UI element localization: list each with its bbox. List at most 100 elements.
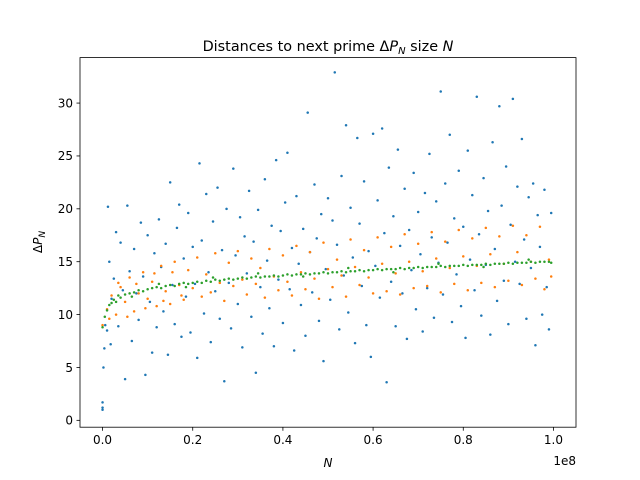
data-point xyxy=(150,286,154,290)
data-point xyxy=(407,260,411,263)
data-point xyxy=(317,297,321,300)
data-point xyxy=(295,194,298,198)
data-point xyxy=(367,276,370,279)
data-point xyxy=(132,310,136,313)
data-point xyxy=(527,258,530,261)
data-point xyxy=(468,258,472,261)
data-point xyxy=(421,269,424,273)
data-point xyxy=(443,182,447,185)
data-point xyxy=(171,271,174,274)
data-point xyxy=(518,282,521,286)
data-point xyxy=(495,299,499,303)
data-point xyxy=(301,275,305,278)
data-point xyxy=(128,276,131,279)
data-point xyxy=(272,274,276,277)
data-point xyxy=(446,241,449,244)
data-point xyxy=(254,275,258,278)
data-point xyxy=(394,267,397,271)
data-point xyxy=(509,223,512,226)
data-point xyxy=(525,317,528,321)
data-point xyxy=(103,315,107,318)
data-point xyxy=(108,260,111,263)
data-point xyxy=(114,313,118,316)
data-point xyxy=(340,274,343,277)
data-point xyxy=(480,314,483,317)
data-point xyxy=(164,242,167,245)
data-point xyxy=(250,276,253,279)
data-point xyxy=(538,245,542,249)
data-point xyxy=(369,355,373,359)
data-point xyxy=(335,258,339,261)
data-point xyxy=(441,293,445,296)
data-point xyxy=(466,264,470,268)
data-point xyxy=(511,97,515,101)
data-point xyxy=(439,291,442,294)
data-point xyxy=(349,238,352,241)
data-point xyxy=(173,284,176,288)
data-point xyxy=(227,281,231,285)
data-point xyxy=(227,277,231,280)
data-point xyxy=(534,261,537,265)
series-0 xyxy=(101,71,553,411)
data-point xyxy=(358,222,361,225)
data-point xyxy=(306,111,309,114)
data-point xyxy=(277,275,280,278)
data-point xyxy=(482,265,485,269)
data-point xyxy=(304,272,307,275)
data-point xyxy=(308,273,312,276)
data-point xyxy=(171,283,174,287)
data-point xyxy=(290,294,294,297)
data-point xyxy=(159,264,163,268)
x-axis-offset-label: 1e8 xyxy=(553,454,576,468)
data-point xyxy=(360,284,364,288)
data-point xyxy=(112,298,116,302)
data-point xyxy=(313,272,316,275)
x-axis-ticks: 0.0 0.2 0.4 0.6 0.8 1.0 xyxy=(93,427,563,447)
data-point xyxy=(489,263,492,267)
data-point xyxy=(150,351,154,354)
data-point xyxy=(540,313,544,316)
data-point xyxy=(236,302,240,306)
data-point xyxy=(117,281,120,285)
data-point xyxy=(283,201,287,204)
data-point xyxy=(326,267,330,271)
data-point xyxy=(362,180,366,183)
data-point xyxy=(180,294,183,297)
data-point xyxy=(471,193,474,197)
data-point xyxy=(101,406,104,409)
data-point xyxy=(396,148,400,151)
data-point xyxy=(290,274,294,277)
data-point xyxy=(392,214,395,218)
data-point xyxy=(313,277,316,280)
data-point xyxy=(421,266,424,270)
data-point xyxy=(462,263,465,267)
data-point xyxy=(389,280,393,284)
data-point xyxy=(274,158,278,162)
data-point xyxy=(531,182,535,185)
data-point xyxy=(117,324,120,328)
data-point xyxy=(159,286,163,290)
data-point xyxy=(146,234,149,237)
data-point xyxy=(216,186,219,189)
data-point xyxy=(380,262,384,266)
data-point xyxy=(193,282,197,286)
data-point xyxy=(344,295,348,298)
data-point xyxy=(398,244,402,248)
data-point xyxy=(425,284,429,288)
data-point xyxy=(434,265,438,269)
y-tick-label: 20 xyxy=(58,202,73,216)
data-point xyxy=(214,278,217,281)
data-point xyxy=(241,346,244,349)
data-point xyxy=(484,262,488,266)
data-point xyxy=(281,274,285,277)
data-point xyxy=(545,285,548,289)
data-point xyxy=(507,261,510,265)
data-point xyxy=(493,262,497,266)
y-axis-label: ΔPN xyxy=(31,231,48,253)
data-point xyxy=(259,285,262,289)
data-point xyxy=(214,290,217,293)
data-point xyxy=(437,262,440,266)
data-point xyxy=(326,272,330,275)
data-point xyxy=(380,127,384,130)
